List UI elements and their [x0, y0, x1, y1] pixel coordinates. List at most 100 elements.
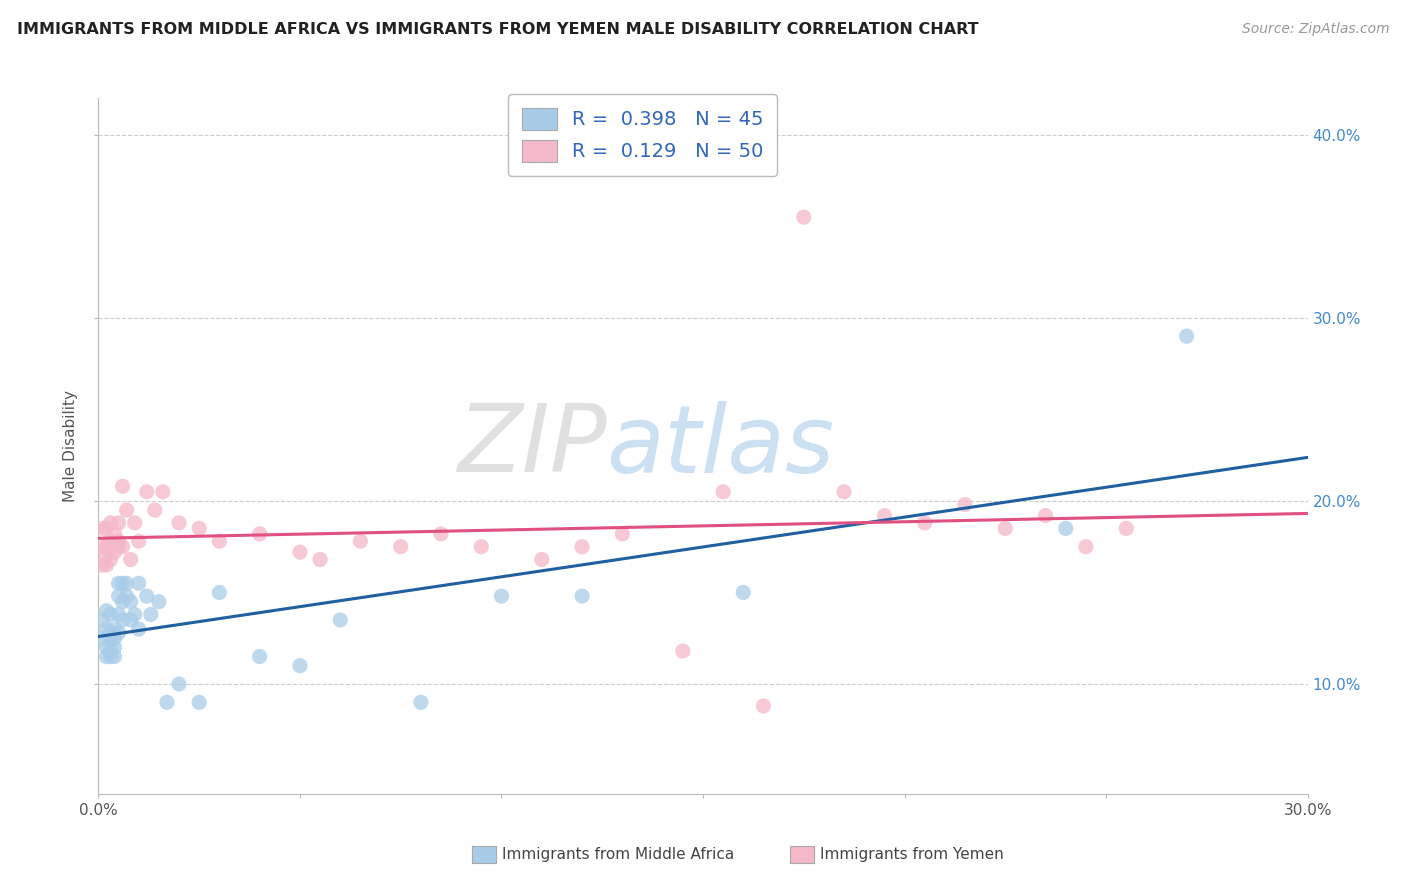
Y-axis label: Male Disability: Male Disability [63, 390, 79, 502]
Point [96, 521, 118, 535]
Point [111, 613, 134, 627]
Point [135, 484, 157, 499]
Point [128, 534, 150, 549]
Point [832, 484, 855, 499]
Point [530, 552, 553, 566]
Point [1074, 540, 1097, 554]
Point [1175, 329, 1198, 343]
Point [107, 516, 129, 530]
Point [349, 534, 371, 549]
Point [100, 607, 122, 622]
Point [249, 527, 271, 541]
Point [752, 698, 775, 713]
Point [167, 516, 190, 530]
Point [793, 210, 815, 224]
Point [100, 516, 122, 530]
Point [115, 576, 138, 591]
Point [491, 589, 513, 603]
Point [711, 484, 734, 499]
Point [103, 622, 125, 636]
Point [188, 695, 211, 709]
Point [91, 521, 114, 535]
Point [111, 594, 134, 608]
Point [91, 632, 114, 646]
Point [953, 498, 976, 512]
Text: atlas: atlas [606, 401, 835, 491]
Point [111, 576, 134, 591]
Point [111, 540, 134, 554]
Point [91, 558, 114, 572]
Text: Immigrants from Yemen: Immigrants from Yemen [820, 847, 1004, 862]
Point [96, 540, 118, 554]
Point [107, 576, 129, 591]
Legend: R =  0.398   N = 45, R =  0.129   N = 50: R = 0.398 N = 45, R = 0.129 N = 50 [508, 94, 778, 176]
Point [115, 589, 138, 603]
Point [91, 613, 114, 627]
Point [329, 613, 352, 627]
Point [733, 585, 755, 599]
Point [135, 589, 157, 603]
Point [96, 549, 118, 563]
Point [128, 576, 150, 591]
Point [96, 640, 118, 655]
Point [612, 527, 634, 541]
Point [107, 607, 129, 622]
Point [208, 534, 231, 549]
Point [571, 589, 593, 603]
Point [156, 695, 179, 709]
Point [672, 644, 695, 658]
Point [208, 585, 231, 599]
Point [107, 534, 129, 549]
Point [107, 625, 129, 640]
Text: Immigrants from Middle Africa: Immigrants from Middle Africa [502, 847, 734, 862]
Point [914, 516, 936, 530]
Point [571, 540, 593, 554]
Point [120, 552, 142, 566]
Point [107, 589, 129, 603]
Point [124, 516, 146, 530]
Point [96, 649, 118, 664]
Text: ZIP: ZIP [457, 401, 606, 491]
Point [1035, 508, 1057, 523]
Text: IMMIGRANTS FROM MIDDLE AFRICA VS IMMIGRANTS FROM YEMEN MALE DISABILITY CORRELATI: IMMIGRANTS FROM MIDDLE AFRICA VS IMMIGRA… [17, 22, 979, 37]
Point [103, 527, 125, 541]
Point [103, 545, 125, 559]
Point [389, 540, 412, 554]
Point [107, 540, 129, 554]
Point [100, 552, 122, 566]
Point [91, 540, 114, 554]
Point [100, 540, 122, 554]
Point [409, 695, 432, 709]
Point [96, 604, 118, 618]
Text: Source: ZipAtlas.com: Source: ZipAtlas.com [1241, 22, 1389, 37]
Point [103, 632, 125, 646]
Point [288, 658, 311, 673]
Point [188, 521, 211, 535]
Point [100, 644, 122, 658]
Point [96, 622, 118, 636]
Point [288, 545, 311, 559]
Point [470, 540, 492, 554]
Point [309, 552, 332, 566]
Point [249, 649, 271, 664]
Point [143, 503, 166, 517]
Point [96, 558, 118, 572]
Point [167, 677, 190, 691]
Point [128, 622, 150, 636]
Point [1115, 521, 1137, 535]
Point [100, 534, 122, 549]
Point [115, 503, 138, 517]
Point [873, 508, 896, 523]
Point [120, 594, 142, 608]
Point [152, 484, 174, 499]
Point [124, 607, 146, 622]
Point [430, 527, 453, 541]
Point [994, 521, 1017, 535]
Point [100, 649, 122, 664]
Point [139, 607, 162, 622]
Point [148, 594, 170, 608]
Point [100, 625, 122, 640]
Point [100, 632, 122, 646]
Point [103, 649, 125, 664]
Point [111, 479, 134, 493]
